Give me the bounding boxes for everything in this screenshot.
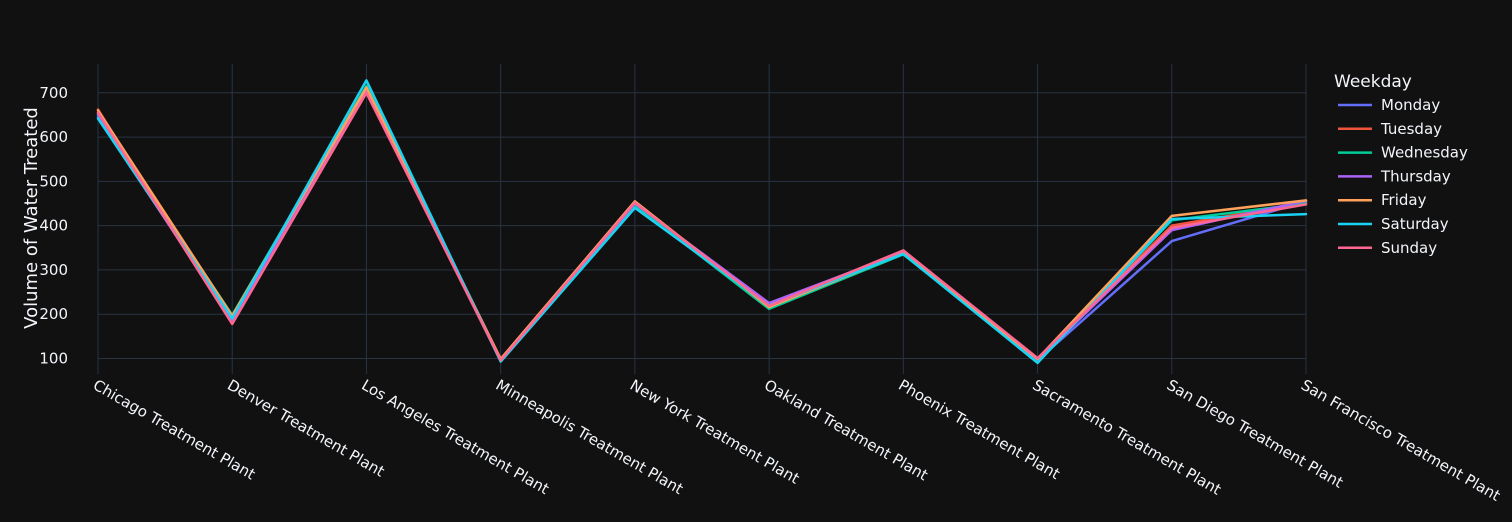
- legend-item-sunday[interactable]: Sunday: [1338, 239, 1437, 257]
- y-axis-title: Volume of Water Treated: [21, 107, 42, 329]
- y-tick-label: 100: [39, 350, 68, 368]
- legend-item-monday[interactable]: Monday: [1338, 96, 1440, 114]
- legend-label: Tuesday: [1380, 120, 1442, 138]
- legend-item-saturday[interactable]: Saturday: [1338, 215, 1449, 233]
- y-tick-label: 700: [39, 84, 68, 102]
- legend-item-tuesday[interactable]: Tuesday: [1338, 120, 1442, 138]
- series-line-saturday: [96, 79, 1308, 365]
- y-tick-label: 500: [39, 172, 68, 190]
- y-tick-label: 200: [39, 305, 68, 323]
- legend-label: Thursday: [1380, 167, 1451, 185]
- y-tick-label: 300: [39, 261, 68, 279]
- legend-label: Monday: [1381, 96, 1440, 114]
- y-tick-label: 400: [39, 217, 68, 235]
- legend-item-friday[interactable]: Friday: [1338, 191, 1427, 209]
- legend-items: Monday Tuesday Wednesday Thursday Friday Satu…: [1338, 96, 1468, 257]
- series-line-sunday: [96, 91, 1308, 362]
- legend-item-thursday[interactable]: Thursday: [1338, 167, 1451, 185]
- grid-layer: [97, 64, 1307, 374]
- series-line-friday: [96, 86, 1308, 361]
- legend-label: Friday: [1381, 191, 1427, 209]
- series-line-wednesday: [96, 84, 1308, 363]
- legend-label: Sunday: [1381, 239, 1437, 257]
- series-layer: [96, 79, 1308, 365]
- y-tick-label: 600: [39, 128, 68, 146]
- legend-label: Wednesday: [1381, 144, 1468, 162]
- y-tick-labels: 100 200 300 400 500 600 700: [39, 84, 68, 368]
- legend: Weekday Monday Tuesday Wednesday Thursday Fr…: [1334, 72, 1468, 257]
- legend-label: Saturday: [1381, 215, 1449, 233]
- legend-item-wednesday[interactable]: Wednesday: [1338, 144, 1468, 162]
- legend-title: Weekday: [1334, 72, 1412, 92]
- series-line-thursday: [96, 87, 1308, 362]
